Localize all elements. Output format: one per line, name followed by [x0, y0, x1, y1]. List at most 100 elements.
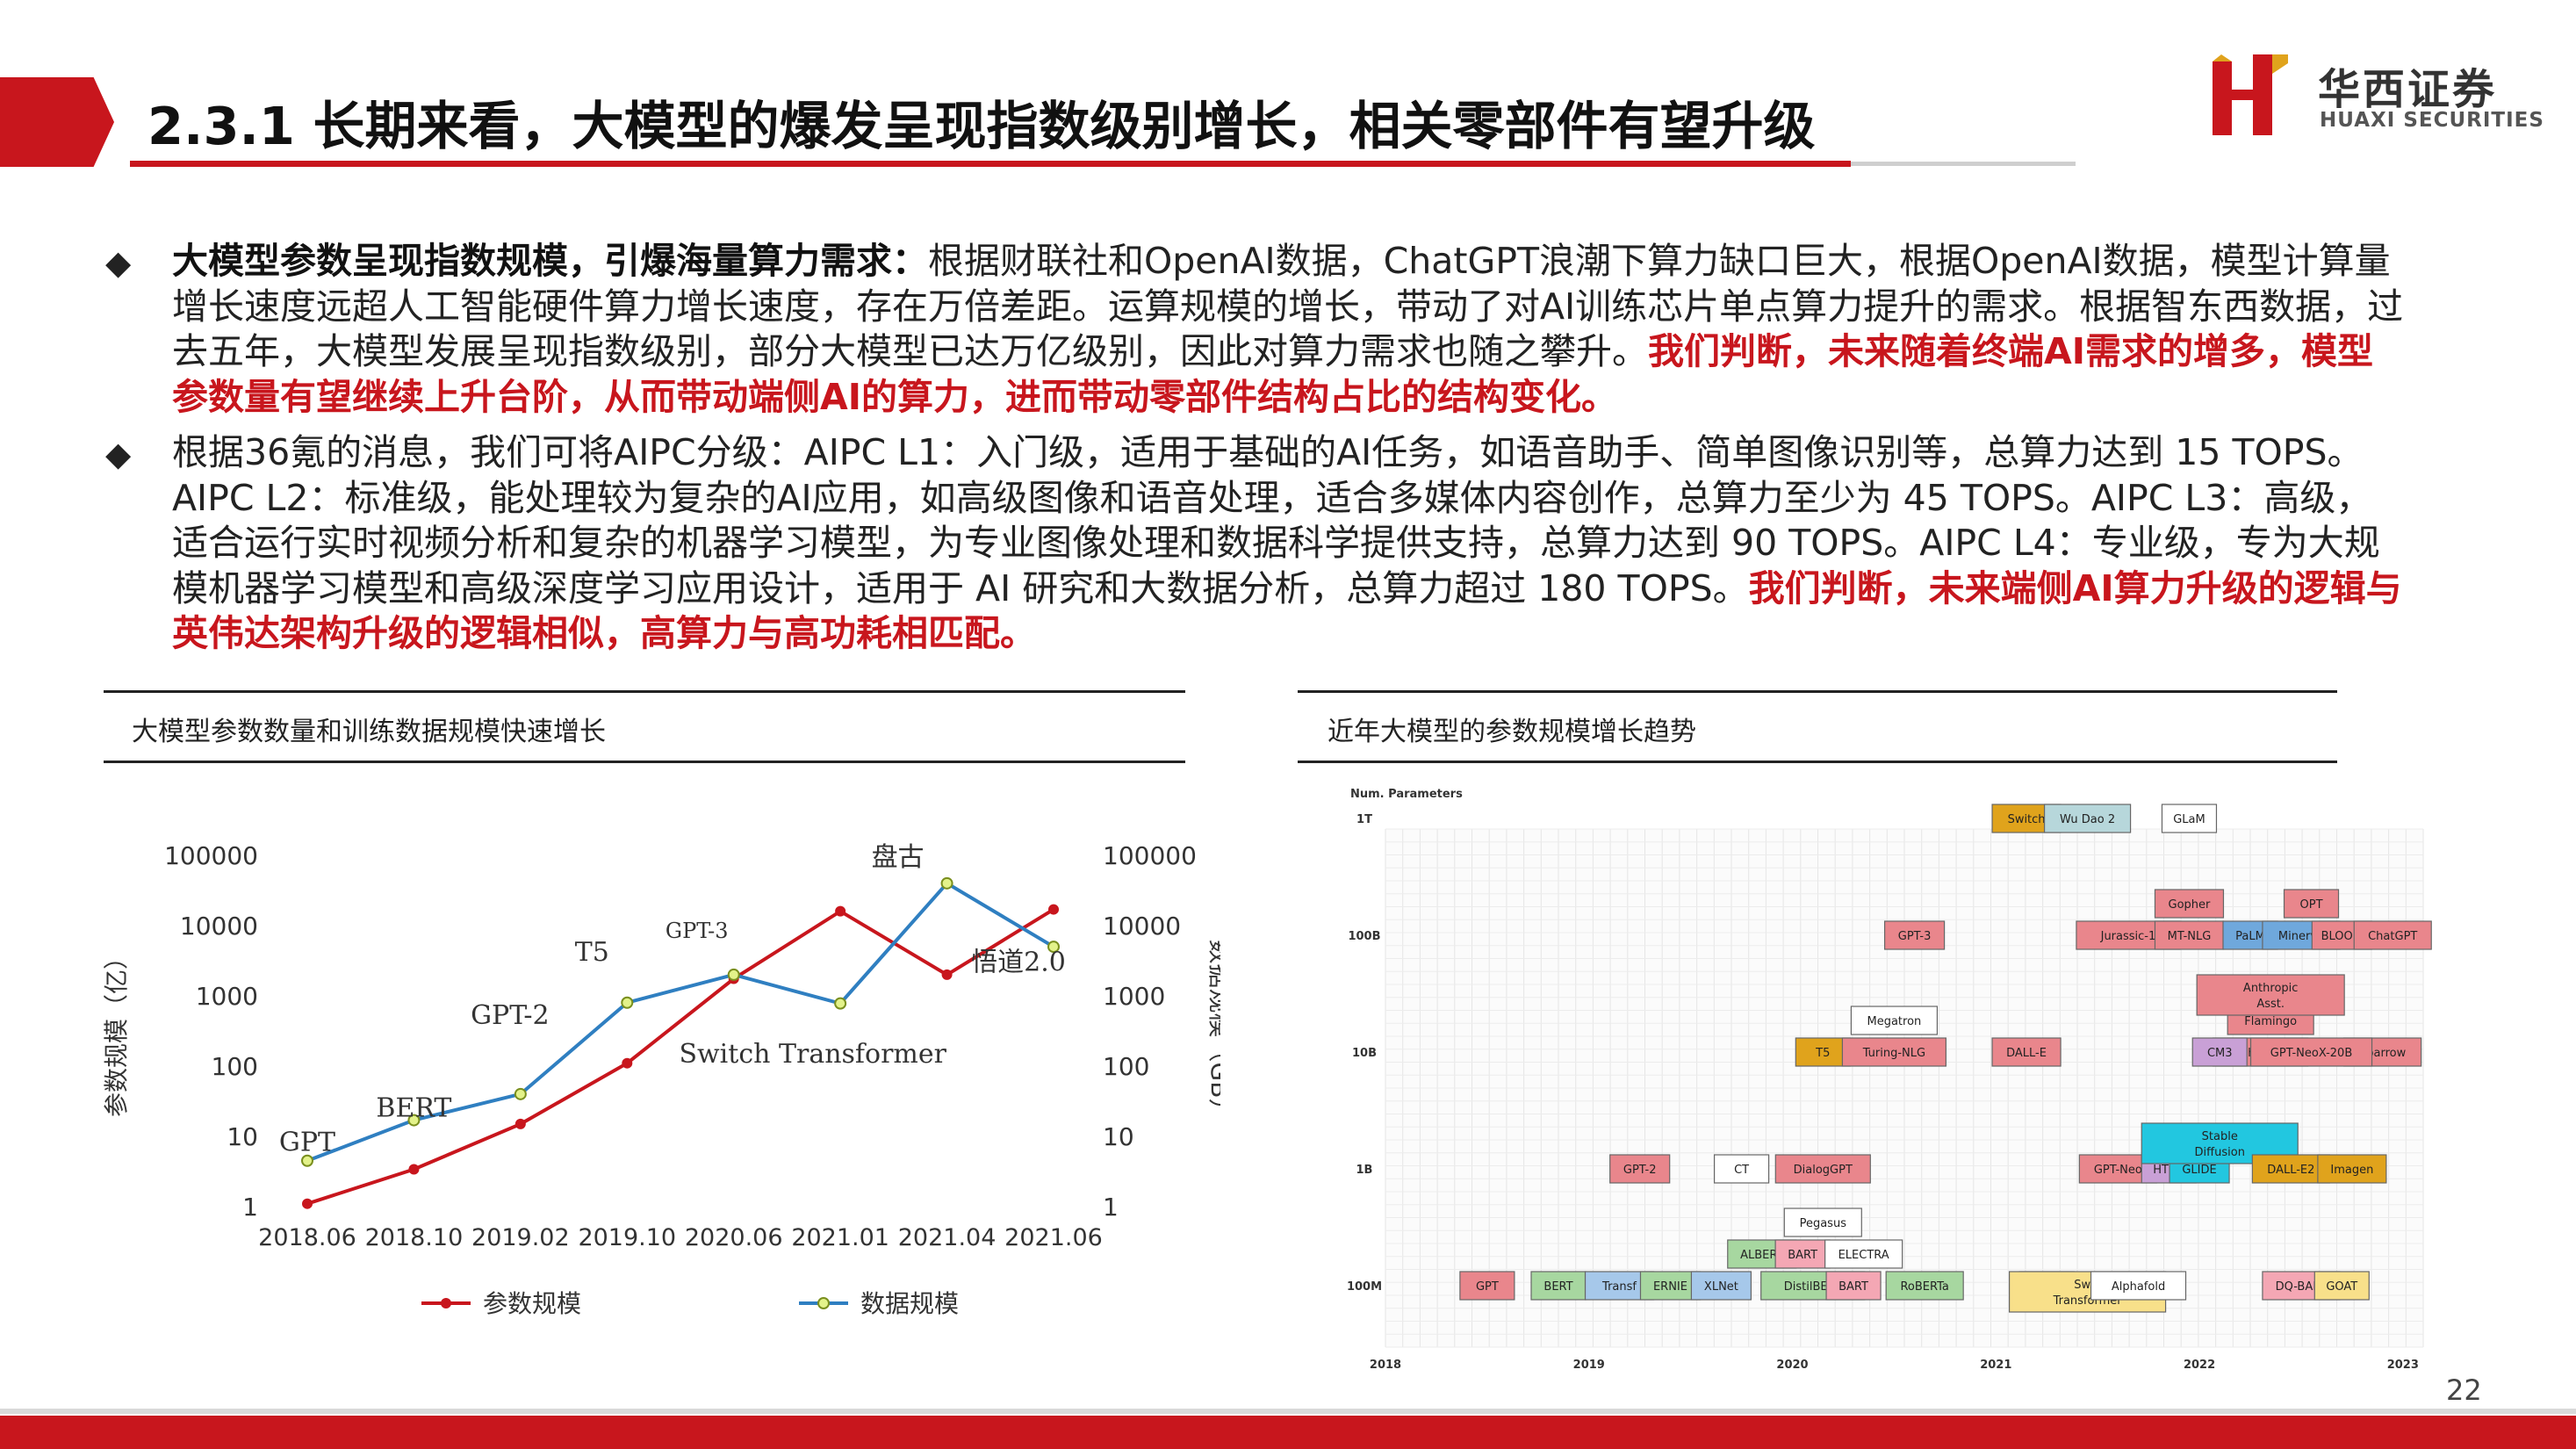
diamond-bullet-icon: ◆ — [105, 435, 132, 473]
model-label: Diffusion — [2195, 1146, 2245, 1159]
bullet-highlight: 我们判断，未来随着终端AI需求的增多，模型参数量有望继续上升台阶，从而带动端侧A… — [172, 330, 2373, 418]
model-box-rect — [2353, 920, 2432, 950]
model-box-rect — [2154, 920, 2225, 950]
left-y-tick-label: 100 — [212, 1052, 258, 1081]
model-box-rect — [1713, 1154, 1770, 1184]
left-y-tick-label: 10 — [227, 1122, 258, 1151]
left-panel-caption: 大模型参数数量和训练数据规模快速增长 — [132, 717, 606, 747]
model-box-rect — [2317, 1154, 2387, 1184]
model-label: OPT — [2300, 898, 2323, 912]
data-point — [622, 1057, 633, 1069]
bullet-body: 根据财联社和OpenAI数据，ChatGPT浪潮下算力缺口巨大，根据OpenAI… — [172, 240, 2404, 372]
data-point — [941, 969, 953, 980]
left-panel-caption-rule — [104, 761, 1185, 763]
y-tick-label: 100B — [1348, 930, 1380, 943]
model-box-rect — [1690, 1271, 1752, 1301]
left-y-tick-label: 100000 — [164, 841, 258, 870]
data-point — [940, 876, 953, 890]
model-label: ELECTRA — [1838, 1249, 1889, 1262]
model-box-rect — [2249, 1037, 2373, 1067]
x-tick-label: 2018 — [1370, 1359, 1401, 1372]
model-label: DialogGPT — [1794, 1164, 1853, 1177]
model-label: PaLM — [2235, 930, 2265, 943]
model-label: Switch — [2008, 813, 2046, 826]
right-panel-caption-rule — [1298, 761, 2337, 763]
model-box: DALL-E2 — [2251, 1154, 2330, 1184]
model-params-timeline-chart: Num. Parameters 100M 1B 10B 100B 1T 2018 2019 20… — [1347, 788, 2432, 1372]
model-box: GPT — [1459, 1271, 1515, 1301]
x-tick-label: 2023 — [2387, 1359, 2419, 1372]
page-title: 2.3.1 长期来看，大模型的爆发呈现指数级别增长，相关零部件有望升级 — [148, 96, 1816, 156]
legend-label: 数据规模 — [860, 1289, 959, 1318]
legend-marker — [441, 1298, 451, 1308]
data-point — [1047, 941, 1060, 954]
chart-annotation: 盘古 — [872, 842, 925, 873]
model-box-rect — [2161, 804, 2218, 833]
model-box-rect — [1783, 1208, 1862, 1237]
x-tick-label: 2021.06 — [1004, 1224, 1103, 1251]
x-tick-label: 2021 — [1980, 1359, 2011, 1372]
chart-annotation: 悟道2.0 — [971, 948, 1066, 978]
model-label: Megatron — [1867, 1015, 1922, 1028]
model-box: GPT-2 — [1609, 1154, 1671, 1184]
y-tick-label: 10B — [1352, 1047, 1377, 1060]
bullet-item: ◆ 根据36氪的消息，我们可将AIPC分级：AIPC L1：入门级，适用于基础的… — [105, 430, 2406, 657]
model-box-rect — [2090, 1271, 2187, 1301]
title-underline-gray — [1851, 162, 2076, 166]
model-box-rect — [1530, 1271, 1587, 1301]
series-line — [306, 907, 1055, 1206]
right-y-tick-label: 1000 — [1103, 982, 1165, 1011]
model-label: Anthropic — [2243, 982, 2299, 995]
chart-annotation: GPT — [279, 1128, 335, 1158]
model-box: GPT-3 — [1883, 920, 1946, 950]
model-label: GLIDE — [2182, 1164, 2216, 1177]
model-box: BART — [1825, 1271, 1882, 1301]
data-point — [408, 1164, 420, 1175]
right-y-tick-label: 100 — [1103, 1052, 1149, 1081]
bullet-lead: 大模型参数呈现指数规模，引爆海量算力需求： — [172, 240, 928, 282]
model-box: Imagen — [2317, 1154, 2387, 1184]
model-label: BLOOM — [2321, 930, 2363, 943]
bullet-item: ◆ 大模型参数呈现指数规模，引爆海量算力需求：根据财联社和OpenAI数据，Ch… — [105, 239, 2406, 420]
model-box: ELECTRA — [1824, 1239, 1903, 1269]
page-number: 22 — [2446, 1373, 2482, 1407]
x-tick-label: 2020 — [1776, 1359, 1808, 1372]
x-tick-label: 2021.04 — [898, 1224, 997, 1251]
model-box: ChatGPT — [2353, 920, 2432, 950]
x-tick-label: 2022 — [2184, 1359, 2215, 1372]
model-label: Asst. — [2256, 998, 2285, 1011]
legend-label: 参数规模 — [483, 1289, 581, 1318]
model-box: BERT — [1530, 1271, 1587, 1301]
model-label: GOAT — [2326, 1280, 2357, 1294]
y-tick-label: 1B — [1356, 1164, 1373, 1177]
y-tick-label: 1T — [1356, 813, 1372, 826]
model-label: GPT-2 — [1623, 1164, 1657, 1177]
model-label: DQ-BART — [2276, 1280, 2328, 1294]
chart-annotation: T5 — [575, 937, 609, 968]
model-box: Turing-NLG — [1841, 1037, 1947, 1067]
diamond-bullet-icon: ◆ — [105, 243, 132, 282]
left-y-tick-label: 1 — [242, 1193, 258, 1222]
model-box: Wu Dao 2 — [2043, 804, 2132, 833]
title-accent-tab — [0, 77, 114, 167]
model-box: Gopher — [2154, 889, 2225, 919]
x-tick-label: 2020.06 — [685, 1224, 783, 1251]
logo-text-cn: 华西证券 — [2318, 65, 2498, 114]
data-point — [835, 905, 846, 917]
model-box-rect — [1883, 920, 1946, 950]
model-box: T5 — [1795, 1037, 1851, 1067]
param-data-growth-chart: 1 1 10 10 100 100 1000 1000 10000 10000 100000 1000… — [102, 841, 1220, 1318]
y-axis-label: 参数规模（亿） — [102, 945, 131, 1117]
bullet-list: ◆ 大模型参数呈现指数规模，引爆海量算力需求：根据财联社和OpenAI数据，Ch… — [105, 239, 2406, 667]
left-panel-top-rule — [104, 690, 1185, 693]
model-box-rect — [1991, 1037, 2062, 1067]
model-label: Flamingo — [2244, 1015, 2297, 1028]
right-panel-top-rule — [1298, 690, 2337, 693]
model-label: BART — [1838, 1280, 1868, 1294]
model-box-rect — [2154, 889, 2225, 919]
model-label: ChatGPT — [2368, 930, 2417, 943]
x-tick-label: 2019.10 — [578, 1224, 676, 1251]
model-box: BART — [1774, 1239, 1831, 1269]
data-point — [302, 1198, 313, 1209]
model-box-rect — [2043, 804, 2132, 833]
